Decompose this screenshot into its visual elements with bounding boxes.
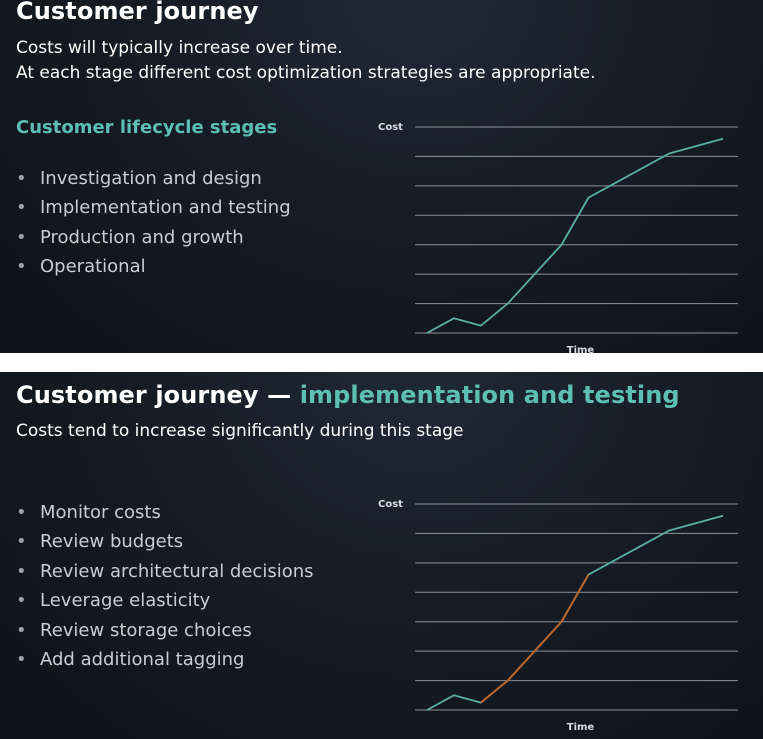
bullet-icon: • (16, 502, 27, 523)
list-item-text: Monitor costs (40, 502, 161, 523)
list-item-text: Investigation and design (40, 168, 262, 189)
list-item-text: Production and growth (40, 226, 244, 248)
cost-over-time-chart: Cost Time (378, 122, 738, 353)
bullet-icon: • (16, 256, 27, 278)
slide-subtitle: Costs tend to increase significantly dur… (16, 421, 464, 441)
list-item: • Investigation and design (16, 164, 291, 193)
bullet-icon: • (16, 226, 27, 248)
bullet-icon: • (16, 197, 27, 219)
list-item: • Review budgets (16, 527, 314, 556)
slide-title: Customer journey (16, 0, 259, 25)
series-line (426, 137, 724, 334)
recommendations-list: • Monitor costs • Review budgets • Review a… (16, 498, 314, 674)
list-item: • Implementation and testing (16, 193, 291, 222)
bullet-icon: • (16, 590, 27, 612)
y-axis-label: Cost (378, 499, 403, 510)
highlighted-segment (480, 574, 590, 704)
x-axis-label: Time (567, 345, 595, 353)
subtitle-line: Costs will typically increase over time. (16, 38, 343, 58)
subtitle-line: At each stage different cost optimizatio… (16, 63, 596, 83)
section-heading: Customer lifecycle stages (16, 117, 278, 138)
list-item: • Production and growth (16, 223, 291, 252)
list-item-text: Operational (40, 256, 146, 278)
x-axis-label: Time (567, 722, 595, 733)
slide-title: Customer journey — implementation and te… (16, 381, 680, 409)
list-item: • Review architectural decisions (16, 557, 314, 586)
lifecycle-stages-list: • Investigation and design • Implementatio… (16, 164, 291, 282)
title-highlight: implementation and testing (299, 381, 680, 409)
list-item: • Operational (16, 252, 291, 281)
list-item-text: Review architectural decisions (40, 560, 314, 582)
list-item: • Monitor costs (16, 498, 314, 527)
list-item-text: Review storage choices (40, 619, 252, 641)
cost-over-time-chart: Cost Time (378, 499, 738, 733)
list-item: • Add additional tagging (16, 645, 314, 674)
slide-implementation-and-testing: Customer journey — implementation and te… (0, 372, 763, 739)
list-item: • Leverage elasticity (16, 586, 314, 615)
bullet-icon: • (16, 560, 27, 582)
list-item-text: Leverage elasticity (40, 590, 211, 612)
list-item-text: Implementation and testing (40, 197, 291, 219)
list-item-text: Add additional tagging (40, 649, 245, 671)
slide-subtitle: Costs will typically increase over time.… (16, 36, 596, 86)
bullet-icon: • (16, 531, 27, 553)
list-item-text: Review budgets (40, 531, 184, 553)
bullet-icon: • (16, 619, 27, 641)
list-item: • Review storage choices (16, 616, 314, 645)
bullet-icon: • (16, 649, 27, 671)
title-prefix: Customer journey — (16, 381, 300, 409)
y-axis-label: Cost (378, 122, 403, 133)
slide-customer-journey: Customer journey Costs will typically in… (0, 0, 763, 353)
bullet-icon: • (16, 168, 27, 189)
